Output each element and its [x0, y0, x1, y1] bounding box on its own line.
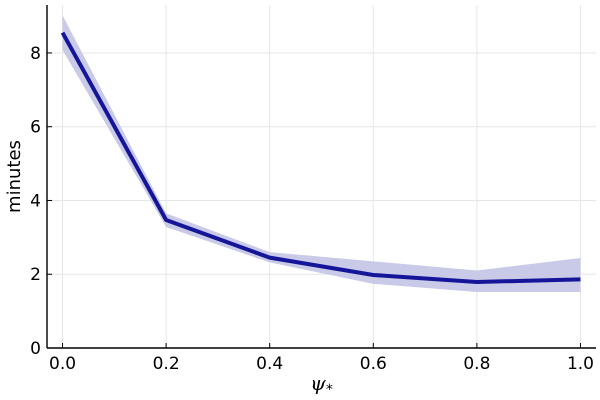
confidence-band — [62, 15, 581, 292]
y-axis-ticks: 0 2 4 6 8 — [30, 44, 52, 359]
y-axis-label: minutes — [4, 140, 25, 213]
series-line — [60, 31, 581, 284]
x-tick-label-1: 0.2 — [153, 354, 180, 374]
x-tick-label-2: 0.4 — [256, 354, 283, 374]
x-tick-label-4: 0.8 — [463, 354, 490, 374]
y-tick-label-0: 0 — [30, 339, 41, 359]
y-tick-label-2: 4 — [30, 191, 41, 211]
grid — [47, 5, 596, 349]
x-tick-label-0: 0.0 — [49, 354, 76, 374]
x-axis-label-subscript: * — [326, 382, 333, 398]
x-axis-label: ψ* — [310, 371, 333, 398]
y-tick-label-3: 6 — [30, 118, 41, 138]
axes — [46, 5, 596, 349]
y-tick-label-4: 8 — [30, 44, 41, 64]
y-tick-label-1: 2 — [30, 265, 41, 285]
x-tick-label-5: 1.0 — [567, 354, 594, 374]
x-axis-ticks: 0.0 0.2 0.4 0.6 0.8 1.0 — [49, 343, 594, 374]
x-axis-label-symbol: ψ — [310, 371, 326, 395]
x-tick-label-3: 0.6 — [360, 354, 387, 374]
